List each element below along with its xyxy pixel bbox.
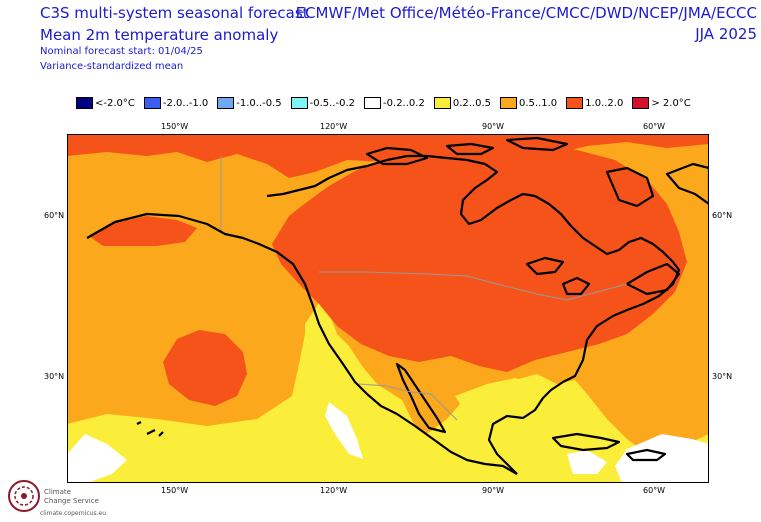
legend-item: 0.5..1.0: [500, 97, 557, 109]
legend-item: -2.0..-1.0: [143, 97, 209, 109]
season-label: JJA 2025: [695, 25, 757, 43]
copernicus-logo: [8, 480, 40, 512]
anomaly-white-carib: [567, 450, 607, 474]
producing-centers: ECMWF/Met Office/Météo-France/CMCC/DWD/N…: [295, 4, 757, 22]
legend-swatch: [433, 97, 451, 109]
lat-label-left: 30°N: [44, 372, 65, 381]
anomaly-white-pacific: [325, 402, 363, 459]
anomaly-map: [67, 134, 709, 483]
anomaly-red-hudson: [357, 164, 457, 210]
lat-label-right: 60°N: [712, 211, 733, 220]
legend-item: 1.0..2.0: [566, 97, 623, 109]
legend-swatch: [76, 97, 93, 109]
legend-label: 0.2..0.5: [452, 97, 491, 109]
logo-ring: [8, 480, 40, 512]
legend-label: 1.0..2.0: [585, 97, 624, 109]
map-title: C3S multi-system seasonal forecast: [40, 4, 309, 22]
lat-label-left: 60°N: [44, 211, 65, 220]
anomaly-red-mexico: [163, 330, 247, 406]
anomaly-red-alaska: [67, 134, 709, 178]
anomaly-yellow-gulf: [455, 378, 547, 420]
legend-label: <-2.0°C: [95, 97, 135, 109]
lat-label-right: 30°N: [712, 372, 733, 381]
legend-swatch: [566, 97, 584, 109]
legend-item: -0.5..-0.2: [290, 97, 356, 109]
lon-label-bottom: 90°W: [482, 486, 505, 495]
legend-item: -1.0..-0.5: [217, 97, 282, 109]
lon-label-bottom: 150°W: [161, 486, 189, 495]
legend-swatch: [217, 97, 235, 109]
legend-item: -0.2..0.2: [364, 97, 425, 109]
anomaly-red-alaska-interior: [89, 216, 197, 246]
legend-label: -0.2..0.2: [383, 97, 425, 109]
logo-name-line1: Climate: [44, 488, 71, 496]
legend-label: 0.5..1.0: [519, 97, 558, 109]
color-legend: <-2.0°C -2.0..-1.0 -1.0..-0.5 -0.5..-0.2…: [76, 96, 700, 110]
legend-label: -0.5..-0.2: [309, 97, 356, 109]
legend-label: -2.0..-1.0: [162, 97, 209, 109]
legend-swatch: [632, 97, 650, 109]
map-subtitle: Mean 2m temperature anomaly: [40, 26, 279, 44]
legend-swatch: [290, 97, 308, 109]
lon-label-top: 150°W: [161, 122, 189, 131]
lon-label-top: 90°W: [482, 122, 505, 131]
legend-label: > 2.0°C: [651, 97, 691, 109]
legend-item: > 2.0°C: [632, 97, 691, 109]
lon-label-top: 120°W: [320, 122, 348, 131]
legend-label: -1.0..-0.5: [236, 97, 282, 109]
map-frame: [67, 134, 709, 483]
logo-url: climate.copernicus.eu: [40, 510, 107, 517]
logo-name-line2: Change Service: [44, 497, 99, 505]
lon-label-top: 60°W: [643, 122, 666, 131]
legend-swatch: [500, 97, 517, 109]
legend-swatch: [364, 97, 382, 109]
anomaly-yellow-west: [67, 302, 709, 483]
forecast-start-label: Nominal forecast start: 01/04/25: [40, 46, 203, 57]
logo-dot: [21, 493, 27, 499]
legend-item: <-2.0°C: [76, 97, 135, 109]
borders: [220, 156, 628, 421]
legend-swatch: [143, 97, 161, 109]
logo-ring-inner: [14, 486, 34, 506]
coastlines: [86, 136, 709, 475]
lon-label-bottom: 120°W: [320, 486, 348, 495]
variance-label: Variance-standardized mean: [40, 61, 184, 72]
legend-item: 0.2..0.5: [433, 97, 491, 109]
lon-label-bottom: 60°W: [643, 486, 666, 495]
anomaly-white-southeast: [615, 434, 709, 483]
anomaly-white-southwest: [67, 434, 127, 483]
